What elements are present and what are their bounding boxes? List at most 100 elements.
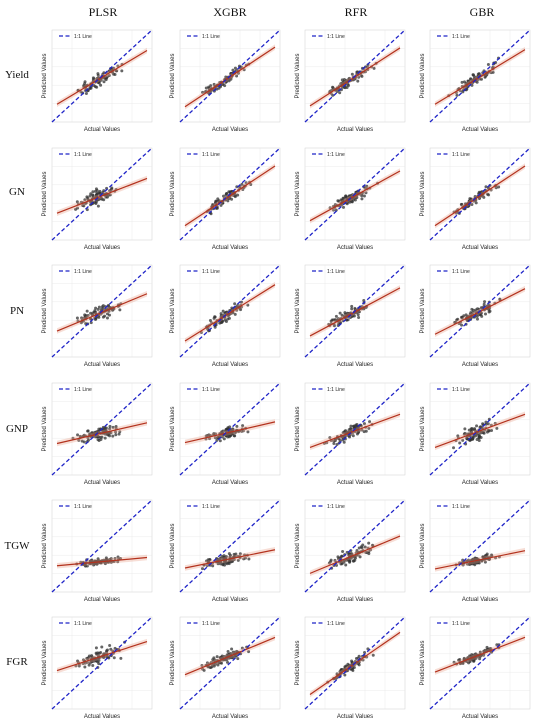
data-point — [213, 662, 217, 666]
data-point — [95, 85, 99, 89]
data-point — [246, 430, 250, 434]
regression-line — [184, 284, 276, 342]
data-point — [362, 194, 366, 198]
y-axis-title: Predicted Values — [170, 407, 176, 452]
data-point — [343, 665, 347, 669]
data-point — [71, 436, 75, 440]
regression-line — [56, 293, 148, 332]
panel-gn-xgbr: 1:1 Line Actual Values Predicted Values — [170, 147, 281, 251]
data-point — [465, 562, 469, 566]
data-point — [220, 320, 224, 324]
data-point — [357, 654, 361, 658]
row-label-gn: GN — [9, 186, 25, 198]
data-point — [240, 182, 244, 186]
y-axis-title: Predicted Values — [42, 524, 48, 569]
data-point — [247, 650, 251, 654]
y-axis-title: Predicted Values — [295, 524, 301, 569]
data-point — [107, 309, 111, 313]
data-point — [247, 557, 251, 561]
data-point — [105, 558, 109, 562]
data-point — [368, 420, 372, 424]
legend: 1:1 Line — [312, 504, 345, 510]
x-axis-title: Actual Values — [84, 362, 120, 368]
data-point — [89, 311, 93, 315]
data-point — [329, 319, 333, 323]
y-axis-title: Predicted Values — [42, 407, 48, 452]
data-point — [204, 86, 208, 90]
data-point — [463, 431, 467, 435]
data-point — [497, 185, 501, 189]
data-point — [338, 311, 342, 315]
data-point — [216, 197, 220, 201]
data-point — [227, 560, 231, 564]
data-point — [108, 193, 112, 197]
data-point — [351, 424, 355, 428]
data-point — [233, 302, 237, 306]
panel-tgw-rfr: 1:1 Line Actual Values Predicted Values — [295, 499, 406, 603]
data-point — [353, 306, 357, 310]
data-point — [452, 446, 456, 450]
data-point — [361, 543, 365, 547]
data-point — [84, 91, 88, 95]
data-point — [364, 191, 368, 195]
data-point — [91, 190, 95, 194]
data-point — [222, 437, 226, 441]
data-point — [334, 314, 338, 318]
legend: 1:1 Line — [437, 34, 470, 40]
data-point — [362, 422, 366, 426]
column-headers: PLSR XGBR RFR GBR — [89, 5, 495, 19]
y-axis-title: Predicted Values — [295, 289, 301, 334]
row-label-yield: Yield — [5, 69, 29, 81]
regression-line — [184, 549, 276, 569]
data-point — [91, 311, 95, 315]
data-point — [86, 429, 90, 433]
legend: 1:1 Line — [312, 269, 345, 275]
legend-label: 1:1 Line — [452, 269, 470, 275]
data-point — [227, 316, 231, 320]
data-point — [219, 203, 223, 207]
data-point — [111, 425, 115, 429]
regression-line — [434, 165, 526, 227]
x-axis-title: Actual Values — [462, 714, 498, 720]
y-axis-title: Predicted Values — [170, 289, 176, 334]
legend-label: 1:1 Line — [74, 621, 92, 627]
data-point — [219, 562, 223, 566]
panel-fgr-plsr: 1:1 Line Actual Values Predicted Values — [42, 616, 153, 720]
data-point — [98, 191, 102, 195]
data-point — [119, 656, 123, 660]
data-point — [212, 316, 216, 320]
data-point — [456, 317, 460, 321]
data-point — [205, 434, 209, 438]
y-axis-title: Predicted Values — [170, 524, 176, 569]
x-axis-title: Actual Values — [462, 597, 498, 603]
x-axis-title: Actual Values — [462, 480, 498, 486]
legend-label: 1:1 Line — [74, 34, 92, 40]
data-point — [108, 643, 112, 647]
data-point — [240, 646, 244, 650]
data-point — [213, 325, 217, 329]
data-point — [476, 72, 480, 76]
data-point — [107, 432, 111, 436]
data-point — [350, 72, 354, 76]
identity-line — [51, 382, 153, 476]
data-point — [231, 68, 235, 72]
data-point — [215, 655, 219, 659]
data-point — [75, 200, 79, 204]
data-point — [464, 313, 468, 317]
data-point — [352, 559, 356, 563]
y-axis-title: Predicted Values — [170, 54, 176, 99]
data-point — [473, 194, 477, 198]
x-axis-title: Actual Values — [212, 245, 248, 251]
data-point — [346, 558, 350, 562]
data-point — [455, 93, 459, 97]
data-point — [240, 300, 244, 304]
data-point — [216, 663, 220, 667]
regression-line — [309, 47, 401, 107]
regression-line — [434, 550, 526, 570]
data-point — [86, 313, 90, 317]
data-point — [215, 438, 219, 442]
data-point — [249, 183, 253, 187]
panel-gnp-rfr: 1:1 Line Actual Values Predicted Values — [295, 382, 406, 486]
data-point — [360, 194, 364, 198]
